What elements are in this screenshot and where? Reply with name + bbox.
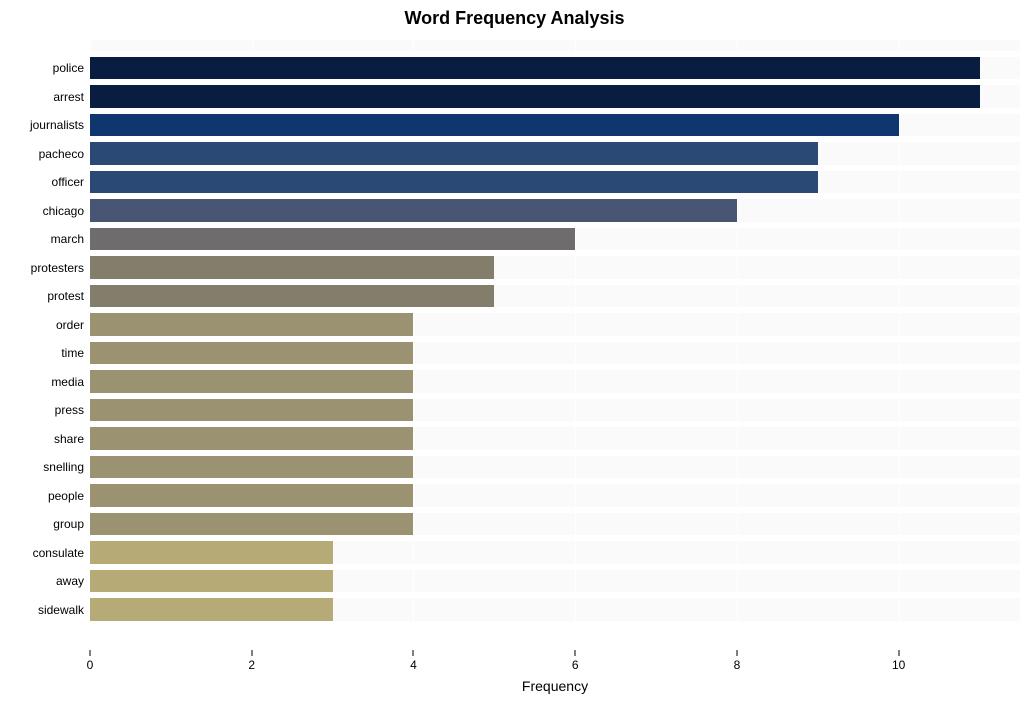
bar [90,199,737,221]
y-tick-label: officer [52,175,84,189]
x-tick-mark [575,650,576,656]
bar [90,171,818,193]
chart-title: Word Frequency Analysis [0,8,1029,29]
x-tick-label: 10 [892,658,905,672]
bar [90,142,818,164]
bar [90,399,413,421]
x-axis-label: Frequency [90,678,1020,694]
y-tick-label: pacheco [39,147,84,161]
x-tick-mark [898,650,899,656]
bar [90,114,899,136]
y-tick-label: order [56,318,84,332]
bar [90,484,413,506]
bar [90,598,333,620]
x-tick-label: 6 [572,658,579,672]
bar [90,256,494,278]
y-tick-label: time [61,346,84,360]
bar [90,285,494,307]
grid-band [90,621,1020,650]
x-tick-mark [413,650,414,656]
y-tick-label: police [53,61,84,75]
x-tick-mark [251,650,252,656]
y-tick-label: press [55,403,84,417]
y-axis-labels: police arrest journalists pacheco officer chi… [0,40,90,650]
x-tick-label: 0 [87,658,94,672]
x-tick-mark [736,650,737,656]
y-tick-label: consulate [33,546,84,560]
y-tick-label: share [54,432,84,446]
y-tick-label: group [53,517,84,531]
y-tick-label: march [51,232,84,246]
bar [90,513,413,535]
bar [90,57,980,79]
y-tick-label: journalists [30,118,84,132]
x-tick-label: 2 [248,658,255,672]
grid-line [899,40,900,650]
y-tick-label: sidewalk [38,603,84,617]
bar [90,427,413,449]
y-tick-label: media [51,375,84,389]
bar [90,570,333,592]
y-tick-label: protesters [31,261,84,275]
bar [90,456,413,478]
plot-area [90,40,1020,650]
y-tick-label: away [56,574,84,588]
bar [90,342,413,364]
y-tick-label: people [48,489,84,503]
bar [90,313,413,335]
bar [90,85,980,107]
x-tick-label: 4 [410,658,417,672]
bar [90,370,413,392]
bar [90,228,575,250]
y-tick-label: arrest [53,90,84,104]
x-tick-label: 8 [734,658,741,672]
y-tick-label: protest [47,289,84,303]
y-tick-label: snelling [43,460,84,474]
chart-container: Word Frequency Analysis police arrest jour… [0,0,1029,701]
y-tick-label: chicago [43,204,84,218]
x-tick-mark [90,650,91,656]
bar [90,541,333,563]
